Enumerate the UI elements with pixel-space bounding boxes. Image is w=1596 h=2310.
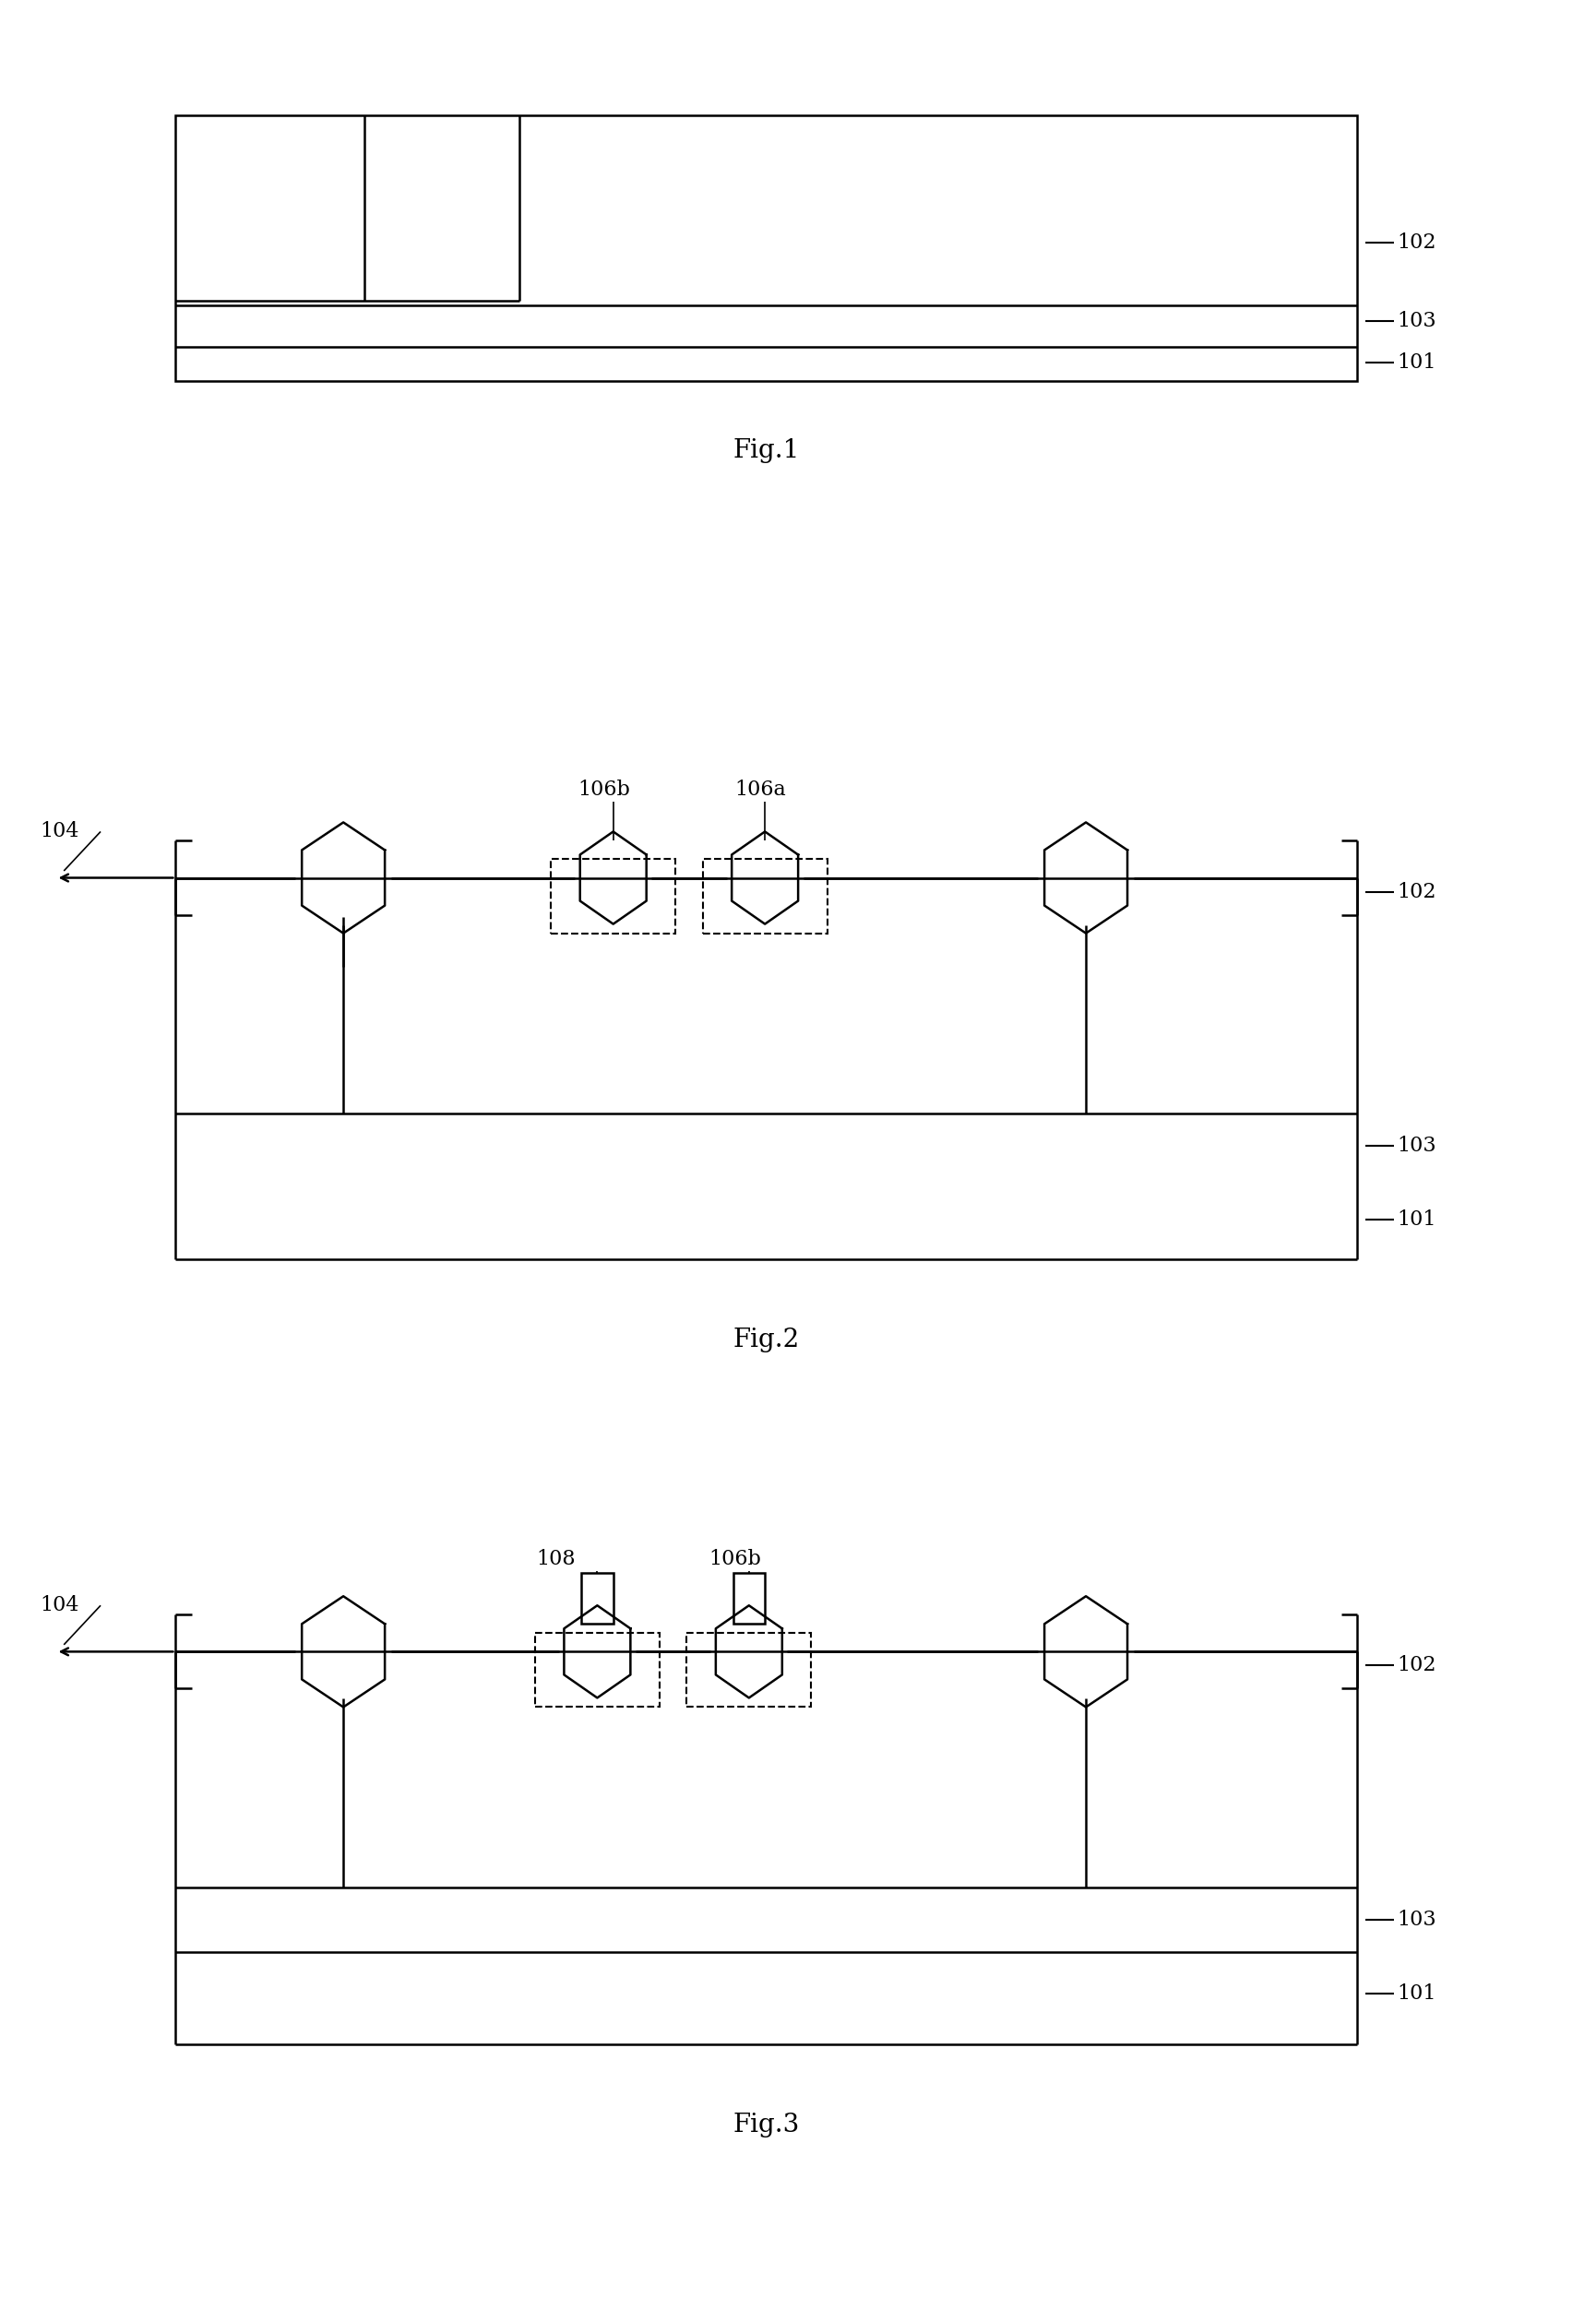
Text: Fig.3: Fig.3 — [733, 2114, 800, 2137]
Text: 101: 101 — [1396, 353, 1436, 372]
Text: 103: 103 — [1396, 1910, 1436, 1929]
Text: 102: 102 — [1396, 233, 1436, 252]
Text: 106b: 106b — [709, 1550, 760, 1568]
Text: 106b: 106b — [578, 781, 629, 799]
Text: 101: 101 — [1396, 1210, 1436, 1229]
Text: 103: 103 — [1396, 312, 1436, 330]
Bar — [702, 859, 827, 933]
Text: 102: 102 — [1396, 882, 1436, 901]
Text: 104: 104 — [40, 1596, 80, 1615]
Text: 108: 108 — [536, 1550, 575, 1568]
Text: 104: 104 — [40, 822, 80, 841]
Bar — [733, 1573, 764, 1624]
Text: 102: 102 — [1396, 1656, 1436, 1675]
Text: Fig.1: Fig.1 — [733, 439, 800, 462]
Bar — [535, 1633, 659, 1707]
Text: 106a: 106a — [734, 781, 785, 799]
Text: 101: 101 — [1396, 1984, 1436, 2003]
Text: 103: 103 — [1396, 1137, 1436, 1155]
Bar — [551, 859, 675, 933]
Bar — [686, 1633, 811, 1707]
Bar — [176, 116, 1357, 381]
Text: Fig.2: Fig.2 — [733, 1328, 800, 1351]
Bar — [581, 1573, 613, 1624]
